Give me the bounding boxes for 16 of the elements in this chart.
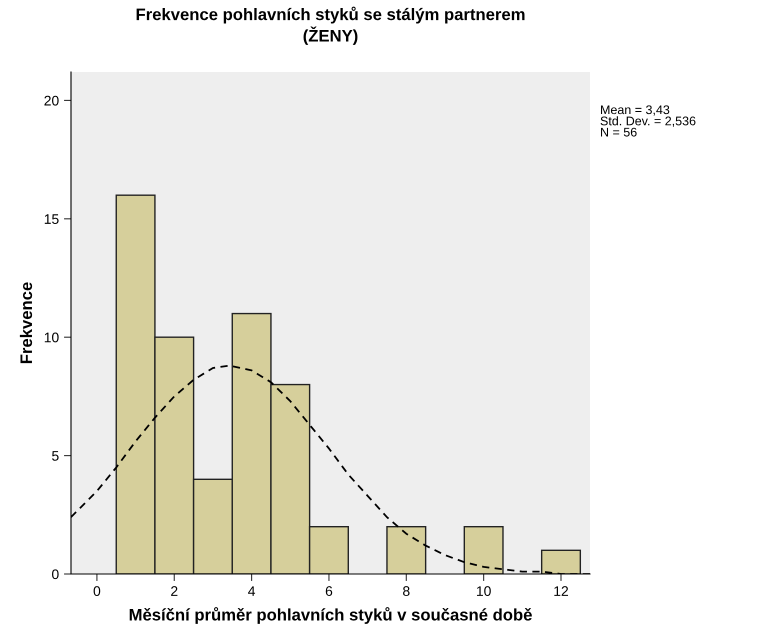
y-tick-label: 5 (52, 451, 59, 461)
x-tick-label: 12 (554, 586, 568, 596)
x-tick-label: 6 (326, 586, 332, 596)
x-tick-label: 4 (248, 586, 256, 596)
x-tick-label: 8 (403, 586, 410, 596)
x-tick-label: 0 (94, 586, 100, 596)
y-tick-label: 20 (44, 96, 59, 106)
x-tick-label: 10 (476, 586, 491, 596)
y-axis-title: Frekvence (20, 282, 32, 364)
y-tick-label: 15 (44, 214, 59, 224)
x-tick-label: 2 (171, 586, 178, 596)
y-tick-label: 0 (52, 569, 59, 580)
chart-title: Frekvence pohlavních styků se stálým partnerem (ŽENY) (136, 6, 524, 45)
x-axis-title: Měsíční průměr pohlavních styků v současné době (130, 607, 532, 624)
text: Mean = 3,43 Std. Dev. = 2,536 N = 56 (600, 105, 696, 137)
y-tick-label: 10 (44, 332, 59, 342)
